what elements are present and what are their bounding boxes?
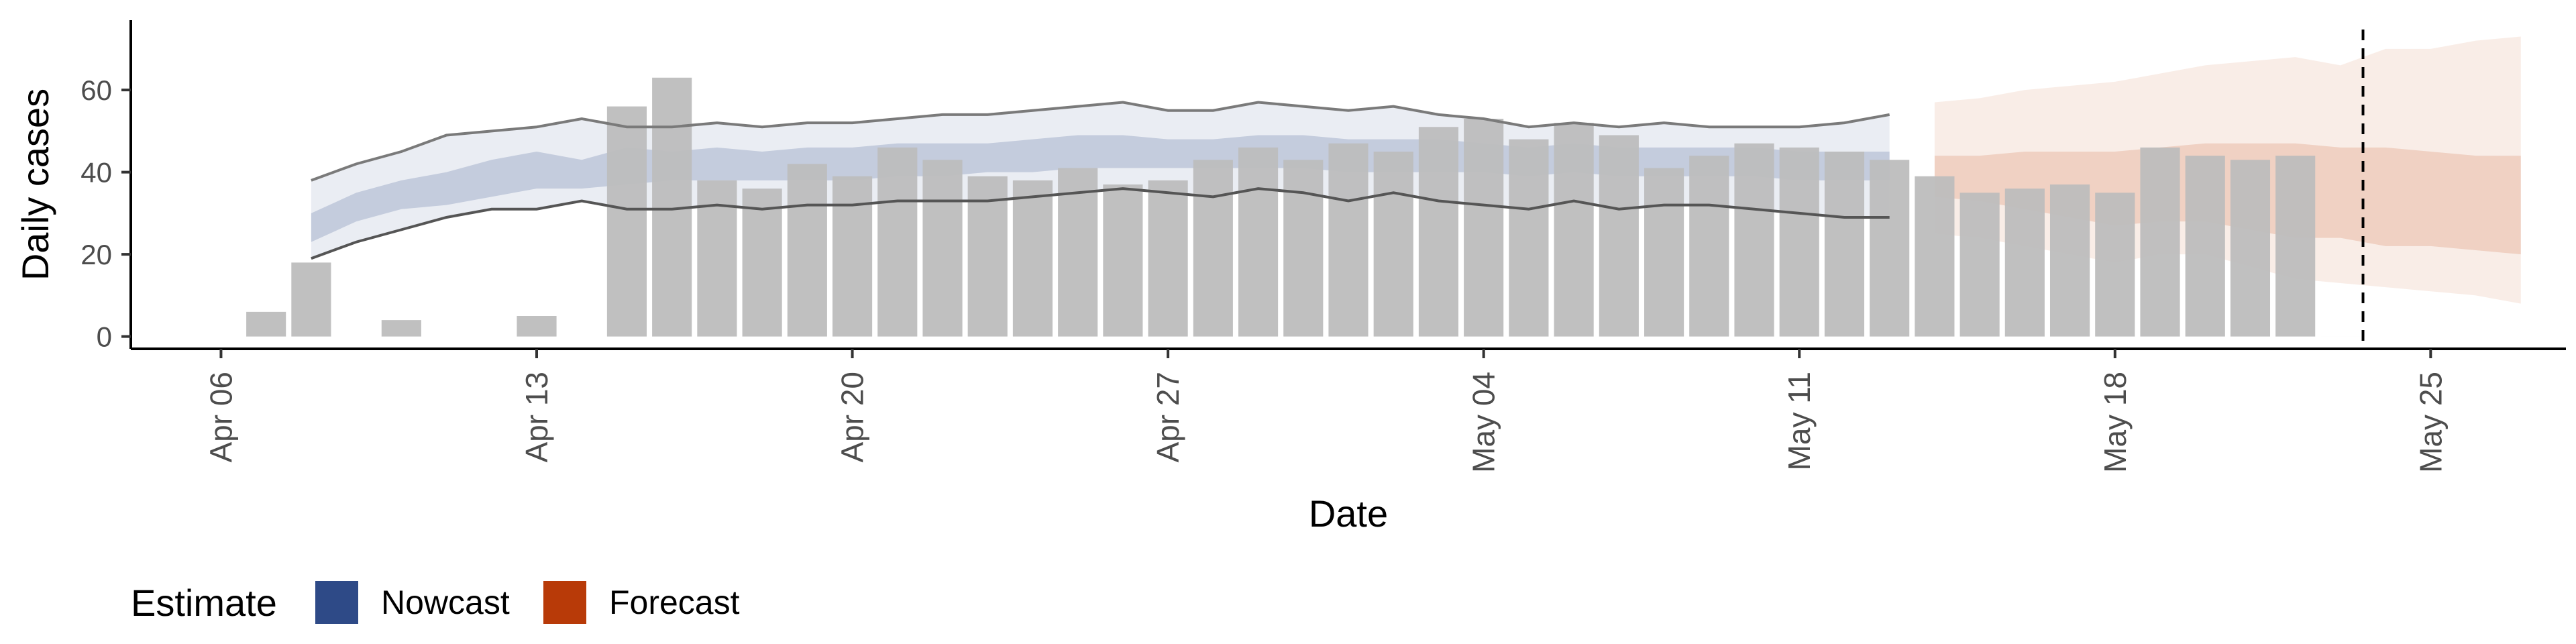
case-bar <box>1058 168 1098 337</box>
case-bar <box>246 311 286 337</box>
case-bar <box>2140 147 2180 337</box>
legend: Estimate Nowcast Forecast <box>131 581 740 624</box>
case-bar <box>1960 193 2000 337</box>
forecast-band-50 <box>1934 143 2521 255</box>
plot-area <box>246 30 2521 349</box>
case-bar <box>1103 184 1143 337</box>
case-bar <box>517 316 557 337</box>
x-axis-title: Date <box>1309 492 1388 535</box>
case-bar <box>1238 147 1279 337</box>
case-bar <box>1283 160 1324 337</box>
y-tick-label: 60 <box>80 74 112 106</box>
case-bar <box>832 176 873 337</box>
x-tick-label: Apr 27 <box>1150 372 1185 463</box>
case-bar <box>1554 123 1594 337</box>
y-ticks: 0 20 40 60 <box>80 74 131 353</box>
case-bar <box>2004 189 2045 337</box>
case-bar <box>1915 176 1955 337</box>
case-bar <box>1599 135 1639 337</box>
y-tick-label: 40 <box>80 157 112 189</box>
case-bar <box>1193 160 1233 337</box>
case-bar <box>2230 160 2271 337</box>
case-bar <box>1644 168 1684 337</box>
case-bar <box>2185 156 2225 337</box>
x-ticks: Apr 06 Apr 13 Apr 20 Apr 27 May 04 May 11 May … <box>203 349 2448 473</box>
case-bar <box>1870 160 1910 337</box>
legend-label-nowcast: Nowcast <box>381 584 510 621</box>
case-bar <box>291 262 331 337</box>
case-bar <box>2095 193 2135 337</box>
case-bar <box>606 106 647 337</box>
case-bar <box>1012 180 1053 337</box>
case-bar <box>877 147 918 337</box>
legend-swatch-nowcast <box>315 581 358 624</box>
case-bar <box>787 164 827 337</box>
case-bar <box>967 176 1008 337</box>
y-tick-label: 20 <box>80 239 112 270</box>
case-bar <box>381 320 421 337</box>
x-tick-label: Apr 13 <box>519 372 554 463</box>
interval-lines <box>311 101 1890 260</box>
case-bar <box>1509 139 1549 337</box>
nowcast-upper-line <box>311 101 1890 182</box>
case-bar <box>1373 152 1413 337</box>
case-bar <box>1148 180 1188 337</box>
case-bar <box>1418 127 1459 337</box>
case-bar <box>2275 156 2316 337</box>
x-tick-label: May 04 <box>1466 372 1501 473</box>
legend-swatch-forecast <box>543 581 586 624</box>
case-bar <box>1734 143 1774 337</box>
y-tick-label: 0 <box>97 321 112 353</box>
y-axis-title: Daily cases <box>14 89 56 280</box>
x-tick-label: May 25 <box>2413 372 2448 473</box>
case-bar <box>1824 152 1865 337</box>
x-tick-label: Apr 20 <box>835 372 870 463</box>
case-bar <box>1328 143 1368 337</box>
x-tick-label: Apr 06 <box>203 372 238 463</box>
legend-title: Estimate <box>131 582 277 624</box>
axes: 0 20 40 60 Apr 06 Apr 13 Apr 20 Apr 27 May 04 Ma… <box>80 20 2566 473</box>
x-tick-label: May 18 <box>2098 372 2133 473</box>
legend-label-forecast: Forecast <box>609 584 740 621</box>
x-tick-label: May 11 <box>1782 372 1817 470</box>
case-bar <box>1689 156 1729 337</box>
nowcast-lower-line <box>311 187 1890 260</box>
case-bar <box>2049 184 2090 337</box>
case-bar <box>1779 147 1819 337</box>
case-bar <box>1464 119 1504 337</box>
case-bar <box>742 189 782 337</box>
case-bar <box>922 160 963 337</box>
